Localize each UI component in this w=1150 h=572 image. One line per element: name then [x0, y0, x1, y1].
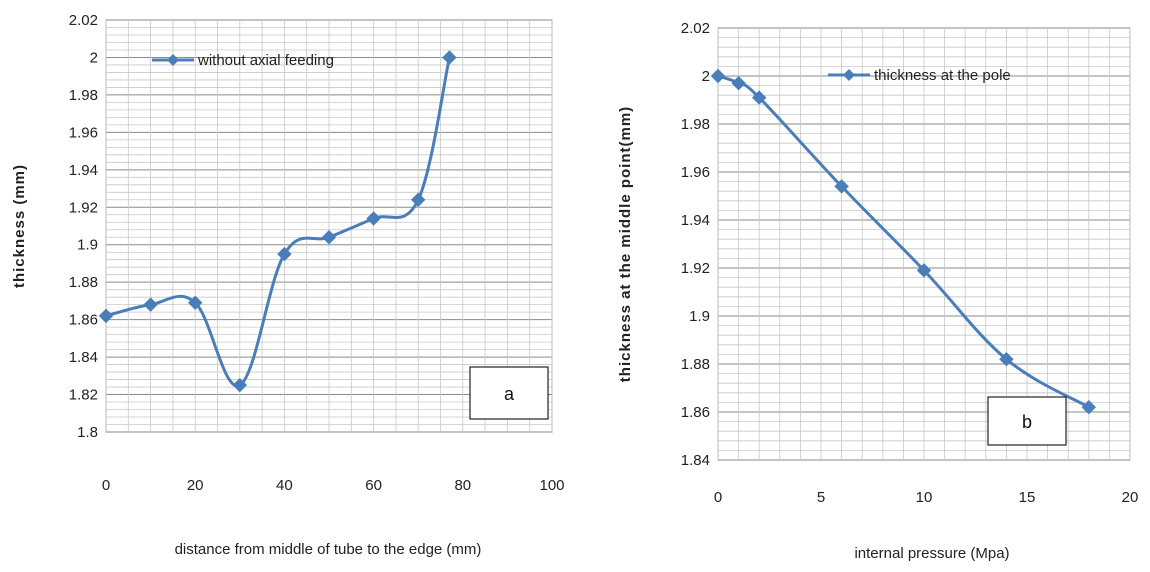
data-point-marker — [710, 68, 726, 84]
chart-a-y-tick-labels: 1.8 1.82 1.84 1.86 1.88 1.9 1.92 1.94 1.96 1.98 2 2… — [69, 12, 98, 441]
y-tick-label: 1.9 — [77, 237, 98, 254]
chart-b-y-axis-title: thickness at the middle point(mm) — [617, 106, 634, 382]
y-tick-label: 1.92 — [681, 260, 710, 277]
chart-b-legend: thickness at the pole — [828, 67, 1011, 84]
y-tick-label: 1.84 — [69, 349, 98, 366]
chart-b-panel-label: b — [1022, 412, 1032, 432]
data-point-marker — [999, 351, 1014, 367]
x-tick-label: 15 — [1019, 489, 1036, 506]
y-tick-label: 1.96 — [681, 164, 710, 181]
y-tick-label: 2.02 — [69, 12, 98, 29]
chart-a-panel-label: a — [504, 384, 515, 404]
chart-a-panel-label-box — [469, 366, 549, 420]
x-tick-label: 60 — [365, 477, 382, 494]
x-tick-label: 20 — [187, 477, 204, 494]
y-tick-label: 1.88 — [69, 274, 98, 291]
y-tick-label: 1.9 — [689, 308, 710, 325]
chart-a: 1.8 1.82 1.84 1.86 1.88 1.9 1.92 1.94 1.96 1.98 2 2… — [11, 12, 565, 558]
data-point-marker — [916, 263, 932, 278]
chart-b-x-tick-labels: 0 5 10 15 20 — [714, 489, 1139, 506]
x-tick-label: 0 — [102, 477, 110, 494]
data-point-marker — [98, 308, 114, 324]
y-tick-label: 1.88 — [681, 356, 710, 373]
data-point-marker — [410, 192, 426, 207]
chart-a-legend-marker — [167, 54, 179, 66]
chart-a-legend-label: without axial feeding — [197, 52, 334, 69]
chart-a-x-tick-labels: 0 20 40 60 80 100 — [102, 477, 565, 494]
chart-b: 1.84 1.86 1.88 1.9 1.92 1.94 1.96 1.98 2 2.02 0 5 1… — [617, 20, 1138, 562]
y-tick-label: 1.86 — [681, 404, 710, 421]
chart-a-series — [98, 50, 457, 393]
data-point-marker — [442, 50, 457, 65]
y-tick-label: 1.92 — [69, 199, 98, 216]
y-tick-label: 2 — [702, 68, 710, 85]
x-tick-label: 100 — [539, 477, 564, 494]
chart-a-x-axis-title: distance from middle of tube to the edge… — [175, 541, 482, 558]
chart-b-panel-label-box — [987, 396, 1067, 446]
x-tick-label: 80 — [454, 477, 471, 494]
y-tick-label: 1.96 — [69, 124, 98, 141]
chart-b-series — [710, 68, 1097, 415]
data-point-marker — [277, 246, 292, 262]
data-point-marker — [731, 75, 746, 91]
chart-b-y-tick-labels: 1.84 1.86 1.88 1.9 1.92 1.94 1.96 1.98 2 2.02 — [681, 20, 710, 469]
y-tick-label: 1.86 — [69, 312, 98, 329]
x-tick-label: 0 — [714, 489, 722, 506]
chart-b-legend-marker — [843, 69, 855, 81]
data-point-marker — [187, 295, 203, 310]
x-tick-label: 10 — [916, 489, 933, 506]
y-tick-label: 1.98 — [681, 116, 710, 133]
x-tick-label: 40 — [276, 477, 293, 494]
y-tick-label: 1.94 — [681, 212, 710, 229]
data-point-marker — [143, 297, 158, 312]
data-point-marker — [366, 211, 381, 226]
data-point-marker — [232, 377, 248, 393]
chart-b-legend-label: thickness at the pole — [874, 67, 1011, 84]
data-point-marker — [834, 179, 849, 194]
y-tick-label: 2.02 — [681, 20, 710, 37]
chart-a-y-axis-title: thickness (mm) — [11, 164, 28, 288]
x-tick-label: 5 — [817, 489, 825, 506]
x-tick-label: 20 — [1122, 489, 1139, 506]
y-tick-label: 1.98 — [69, 87, 98, 104]
data-point-marker — [1081, 399, 1097, 415]
y-tick-label: 1.94 — [69, 162, 98, 179]
data-point-marker — [321, 230, 337, 245]
y-tick-label: 2 — [90, 49, 98, 66]
y-tick-label: 1.8 — [77, 424, 98, 441]
y-tick-label: 1.82 — [69, 387, 98, 404]
y-tick-label: 1.84 — [681, 452, 710, 469]
data-point-marker — [751, 90, 767, 105]
chart-a-legend: without axial feeding — [152, 52, 334, 69]
chart-b-x-axis-title: internal pressure (Mpa) — [854, 545, 1009, 562]
